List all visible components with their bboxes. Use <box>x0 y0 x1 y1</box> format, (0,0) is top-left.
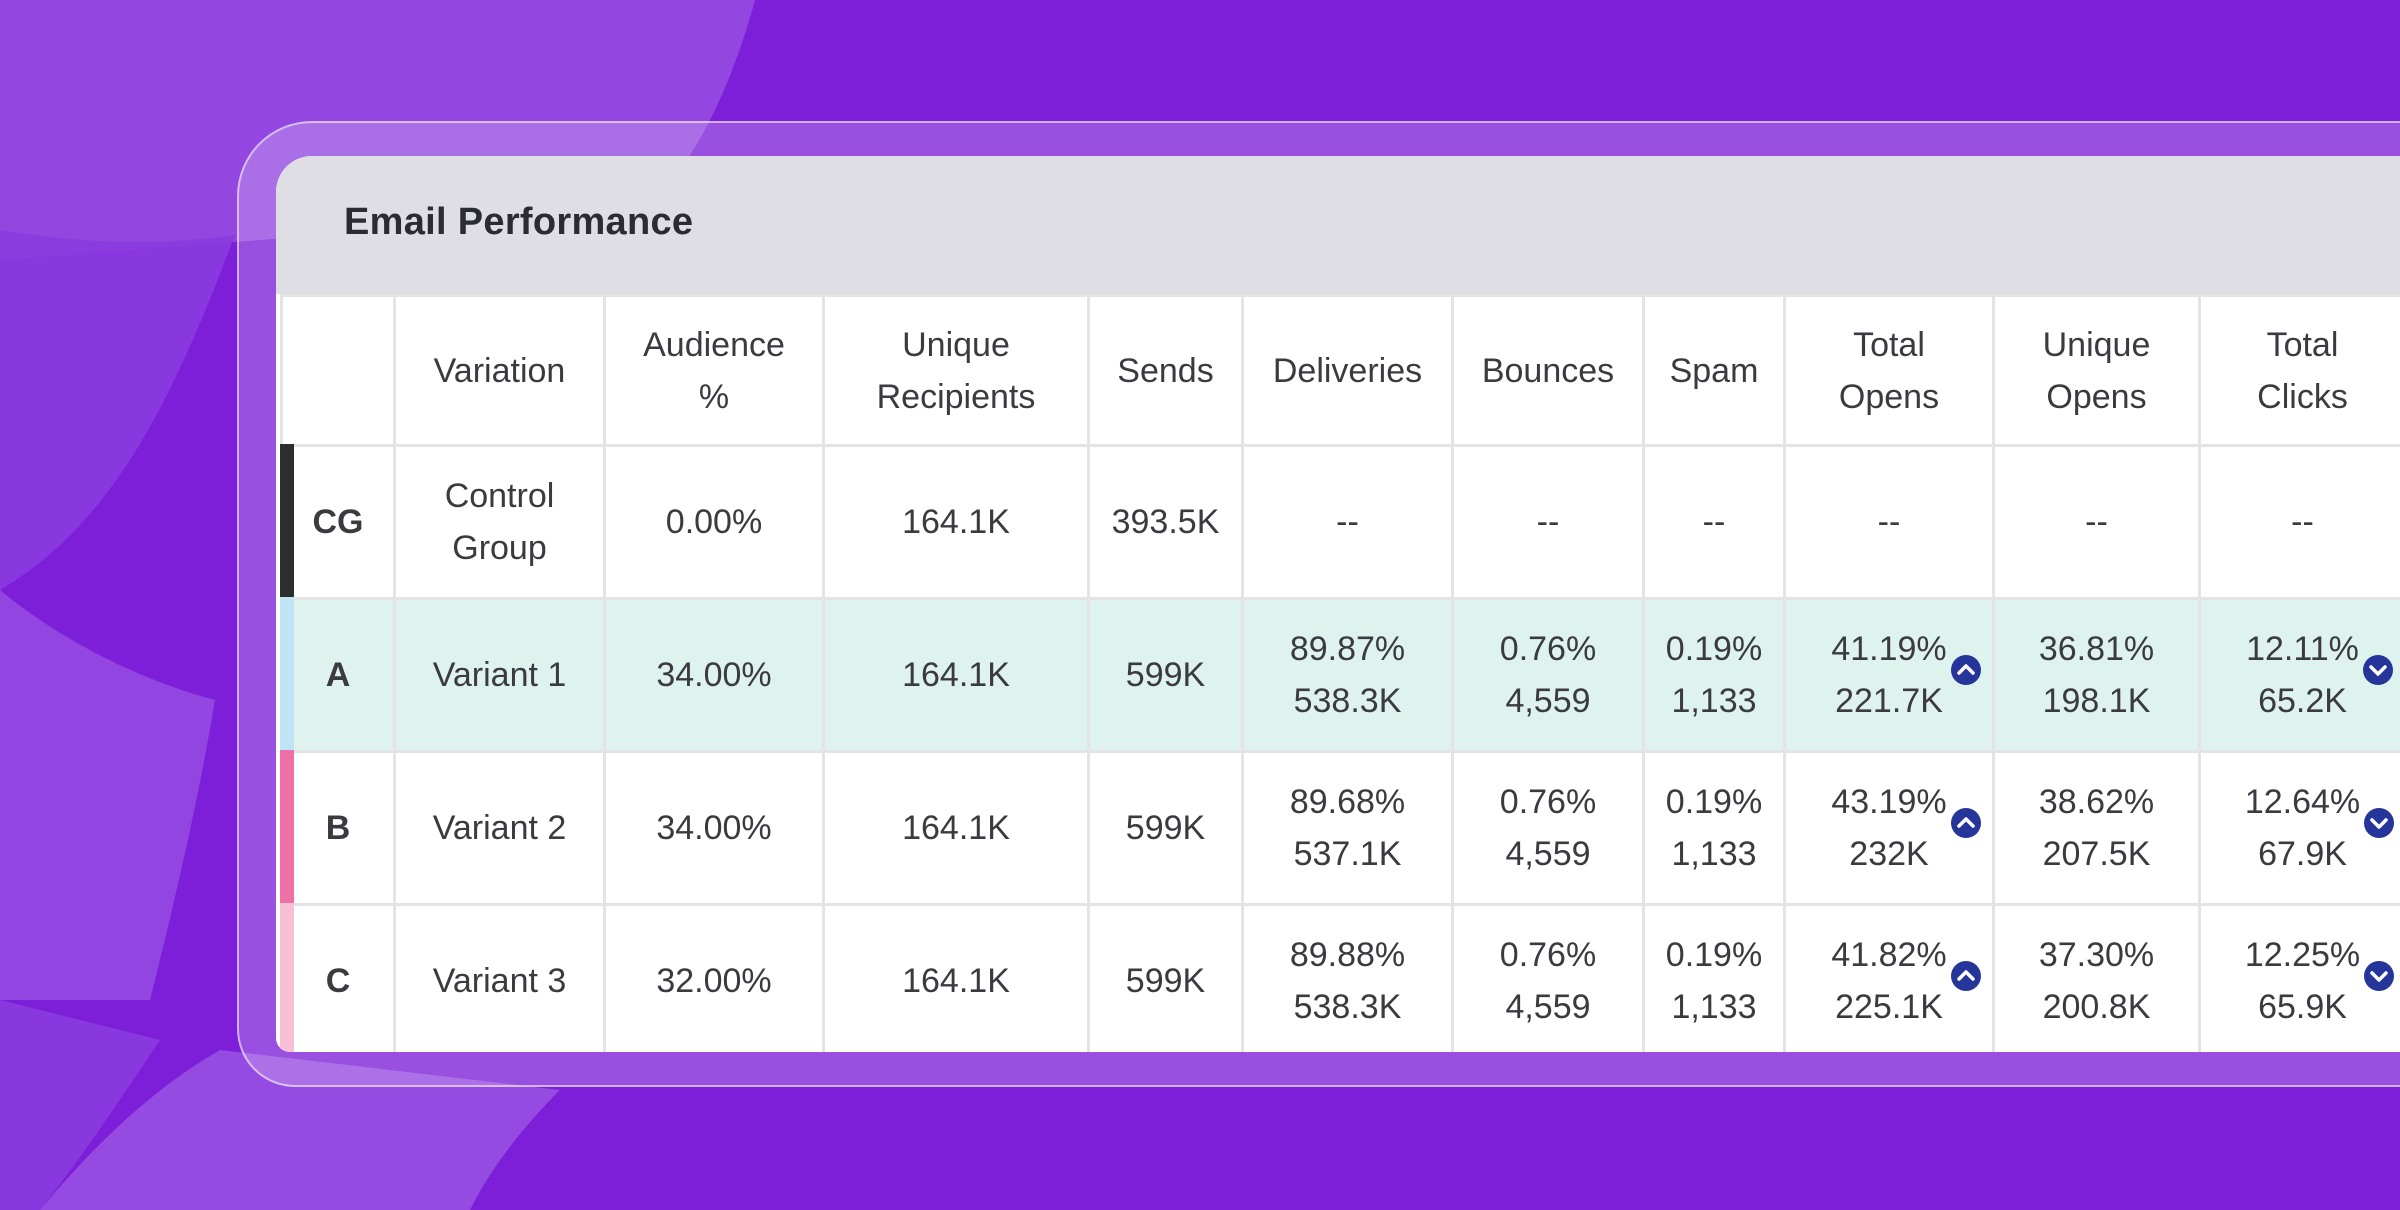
sends-cell: 599K <box>1087 597 1244 753</box>
chevron-up-icon[interactable] <box>1950 808 1981 838</box>
chevron-up-icon[interactable] <box>1950 655 1981 685</box>
table-row-control-group[interactable]: CG Control Group 0.00% 164.1K 393.5K -- … <box>280 444 2400 600</box>
row-key: A <box>325 656 351 694</box>
unique-opens-cell: 38.62% 207.5K <box>1992 750 2201 906</box>
table-row-variant-1[interactable]: A Variant 1 34.00% 164.1K 599K 89.87% 53… <box>280 597 2400 753</box>
unique-recipients-cell: 164.1K <box>822 444 1090 600</box>
row-key-cell: CG <box>280 444 396 600</box>
row-key: CG <box>312 503 364 541</box>
bounces-cell: -- <box>1451 444 1645 600</box>
total-opens-cell: 43.19% 232K <box>1783 750 1995 906</box>
variation-cell: Variant 2 <box>393 750 606 906</box>
row-color-bar <box>280 444 294 600</box>
email-performance-card: Email Performance Variation Audience % <box>276 156 2400 1052</box>
table-row-variant-3[interactable]: C Variant 3 32.00% 164.1K 599K 89.88% 53… <box>280 903 2400 1052</box>
total-clicks-cell: -- <box>2198 444 2400 600</box>
unique-opens-cell: -- <box>1992 444 2201 600</box>
card-title: Email Performance <box>344 201 694 243</box>
col-header-total-clicks: Total Clicks <box>2198 294 2400 447</box>
total-clicks-cell: 12.64% 67.9K <box>2198 750 2400 906</box>
row-key: C <box>325 962 351 1000</box>
deliveries-cell: -- <box>1241 444 1454 600</box>
variation-cell: Variant 1 <box>393 597 606 753</box>
col-header-total-opens: Total Opens <box>1783 294 1995 447</box>
unique-recipients-cell: 164.1K <box>822 750 1090 906</box>
unique-opens-cell: 37.30% 200.8K <box>1992 903 2201 1052</box>
spam-cell: 0.19% 1,133 <box>1642 750 1786 906</box>
audience-cell: 0.00% <box>603 444 825 600</box>
bounces-cell: 0.76% 4,559 <box>1451 903 1645 1052</box>
row-color-bar <box>280 597 294 753</box>
total-opens-cell: -- <box>1783 444 1995 600</box>
spam-cell: 0.19% 1,133 <box>1642 597 1786 753</box>
col-header-audience: Audience % <box>603 294 825 447</box>
total-clicks-cell: 12.25% 65.9K <box>2198 903 2400 1052</box>
unique-recipients-cell: 164.1K <box>822 903 1090 1052</box>
col-header-key <box>280 294 396 447</box>
total-clicks-cell: 12.11% 65.2K <box>2198 597 2400 753</box>
bounces-cell: 0.76% 4,559 <box>1451 597 1645 753</box>
col-header-unique-recipients: Unique Recipients <box>822 294 1090 447</box>
spam-cell: 0.19% 1,133 <box>1642 903 1786 1052</box>
chevron-down-icon[interactable] <box>2364 808 2395 838</box>
unique-recipients-cell: 164.1K <box>822 597 1090 753</box>
row-key-cell: C <box>280 903 396 1052</box>
row-color-bar <box>280 750 294 906</box>
bounces-cell: 0.76% 4,559 <box>1451 750 1645 906</box>
sends-cell: 599K <box>1087 903 1244 1052</box>
variation-cell: Control Group <box>393 444 606 600</box>
col-header-variation: Variation <box>393 294 606 447</box>
spam-cell: -- <box>1642 444 1786 600</box>
row-color-bar <box>280 903 294 1052</box>
variation-cell: Variant 3 <box>393 903 606 1052</box>
col-header-sends: Sends <box>1087 294 1244 447</box>
sends-cell: 393.5K <box>1087 444 1244 600</box>
audience-cell: 32.00% <box>603 903 825 1052</box>
chevron-down-icon[interactable] <box>2362 655 2393 685</box>
audience-cell: 34.00% <box>603 597 825 753</box>
sends-cell: 599K <box>1087 750 1244 906</box>
total-opens-cell: 41.82% 225.1K <box>1783 903 1995 1052</box>
col-header-unique-opens: Unique Opens <box>1992 294 2201 447</box>
chevron-down-icon[interactable] <box>2364 961 2395 991</box>
deliveries-cell: 89.88% 538.3K <box>1241 903 1454 1052</box>
row-key-cell: A <box>280 597 396 753</box>
col-header-bounces: Bounces <box>1451 294 1645 447</box>
audience-cell: 34.00% <box>603 750 825 906</box>
row-key: B <box>325 809 351 847</box>
chevron-up-icon[interactable] <box>1950 961 1981 991</box>
deliveries-cell: 89.68% 537.1K <box>1241 750 1454 906</box>
col-header-deliveries: Deliveries <box>1241 294 1454 447</box>
unique-opens-cell: 36.81% 198.1K <box>1992 597 2201 753</box>
card-header: Email Performance <box>276 156 2400 294</box>
row-key-cell: B <box>280 750 396 906</box>
col-header-spam: Spam <box>1642 294 1786 447</box>
performance-table: Variation Audience % Unique Recipients S… <box>280 294 2400 1052</box>
table-row-variant-2[interactable]: B Variant 2 34.00% 164.1K 599K 89.68% 53… <box>280 750 2400 906</box>
deliveries-cell: 89.87% 538.3K <box>1241 597 1454 753</box>
table-header-row: Variation Audience % Unique Recipients S… <box>280 294 2400 447</box>
total-opens-cell: 41.19% 221.7K <box>1783 597 1995 753</box>
